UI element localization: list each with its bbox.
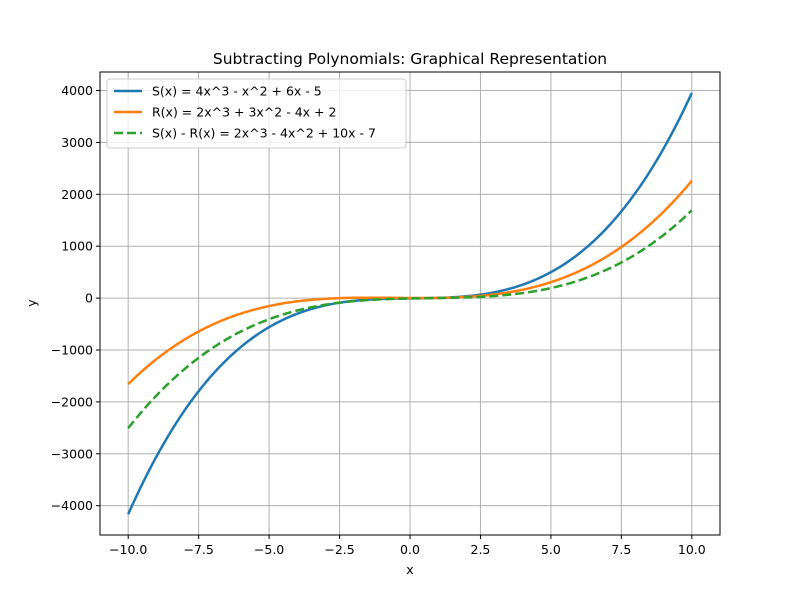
legend: S(x) = 4x^3 - x^2 + 6x - 5 R(x) = 2x^3 + … [106, 78, 407, 149]
x-axis-ticks: −10.0 −7.5 −5.0 −2.5 0.0 2.5 5.0 7.5 10.0 [109, 535, 706, 557]
chart-title: Subtracting Polynomials: Graphical Repre… [213, 50, 607, 68]
x-tick-label: −5.0 [254, 542, 284, 557]
y-axis-label: y [24, 299, 39, 307]
y-tick-label: 2000 [61, 187, 93, 202]
y-tick-label: 3000 [61, 135, 93, 150]
y-tick-label: −3000 [51, 446, 93, 461]
x-tick-label: 10.0 [678, 542, 706, 557]
legend-label-3: S(x) - R(x) = 2x^3 - 4x^2 + 10x - 7 [152, 126, 376, 141]
x-tick-label: −10.0 [109, 542, 147, 557]
y-axis-ticks: −4000 −3000 −2000 −1000 0 1000 2000 3000 4000 [51, 83, 100, 513]
x-tick-label: 0.0 [400, 542, 420, 557]
y-tick-label: −1000 [51, 342, 93, 357]
y-tick-label: 4000 [61, 83, 93, 98]
x-tick-label: −7.5 [183, 542, 213, 557]
y-tick-label: 0 [85, 291, 93, 306]
series-line-3 [127, 209, 693, 429]
x-tick-label: −2.5 [324, 542, 354, 557]
x-tick-label: 7.5 [611, 542, 631, 557]
x-axis-label: x [406, 562, 413, 577]
legend-box [106, 78, 407, 149]
legend-label-2: R(x) = 2x^3 + 3x^2 - 4x + 2 [152, 105, 336, 120]
series-line-2 [127, 179, 693, 386]
legend-label-1: S(x) = 4x^3 - x^2 + 6x - 5 [152, 84, 322, 99]
y-tick-label: −4000 [51, 498, 93, 513]
x-tick-label: 2.5 [471, 542, 491, 557]
y-tick-label: −2000 [51, 394, 93, 409]
x-tick-label: 5.0 [541, 542, 561, 557]
y-tick-label: 1000 [61, 239, 93, 254]
plot-lines [127, 92, 693, 515]
